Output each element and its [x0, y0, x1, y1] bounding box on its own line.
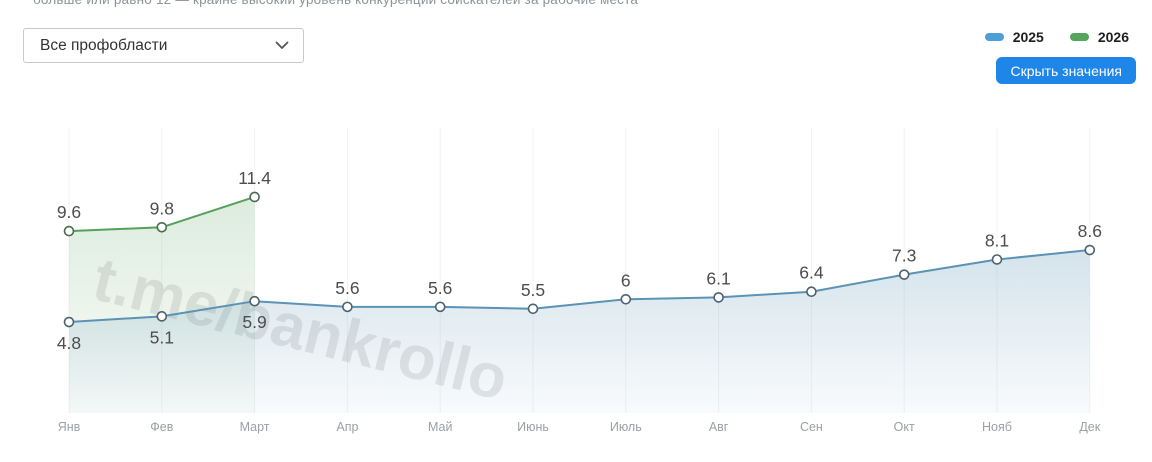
legend-item-2026[interactable]: 2026 [1069, 29, 1129, 45]
legend-swatch-2026 [1069, 33, 1089, 41]
point-2025-Май[interactable] [434, 301, 446, 313]
chart-legend: 2025 2026 [984, 29, 1129, 45]
value-label: 9.8 [150, 198, 174, 218]
point-2025-Дек[interactable] [1084, 244, 1096, 256]
x-axis-label: Сен [800, 420, 823, 434]
x-axis-label: Май [428, 420, 453, 434]
chevron-down-icon [275, 41, 289, 49]
x-axis-label: Фев [150, 420, 173, 434]
profarea-select-value: Все профобласти [40, 36, 168, 54]
value-label: 11.4 [238, 168, 271, 188]
point-2026-Янв[interactable] [63, 225, 75, 237]
value-label: 5.9 [242, 312, 266, 332]
point-2025-Окт[interactable] [898, 269, 910, 280]
x-axis-label: Окт [894, 420, 915, 434]
value-label: 5.1 [150, 327, 174, 347]
value-label: 6 [621, 270, 631, 290]
value-label: 4.8 [57, 333, 81, 353]
line-2025 [68, 249, 1091, 324]
x-axis-label: Июль [610, 420, 642, 434]
legend-label-2025: 2025 [1012, 29, 1044, 45]
value-label: 5.6 [335, 278, 359, 298]
profarea-select[interactable]: Все профобласти [23, 28, 304, 63]
area-2025 [69, 250, 1090, 413]
x-axis-label: Нояб [982, 420, 1012, 434]
point-2026-Фев[interactable] [156, 221, 168, 233]
index-scale-note: больше или равно 12 — крайне высокий уро… [33, 0, 638, 7]
legend-swatch-2025 [984, 33, 1004, 41]
legend-label-2026: 2026 [1097, 29, 1129, 45]
value-label: 6.4 [799, 263, 824, 283]
value-label: 7.3 [892, 246, 916, 266]
point-2025-Фев[interactable] [156, 311, 168, 322]
point-2025-Июль[interactable] [620, 293, 632, 305]
value-label: 9.6 [57, 202, 81, 222]
value-label: 8.6 [1078, 221, 1102, 241]
point-2025-Сен[interactable] [806, 286, 817, 298]
point-2025-Янв[interactable] [63, 316, 75, 328]
point-2025-Март[interactable] [249, 295, 260, 307]
point-2026-Март[interactable] [249, 191, 260, 203]
x-axis-label: Дек [1079, 420, 1100, 434]
point-2025-Нояб[interactable] [991, 254, 1003, 265]
point-2025-Авг[interactable] [713, 292, 724, 303]
x-axis-label: Март [240, 420, 270, 434]
x-axis-label: Авг [709, 420, 729, 434]
value-label: 5.5 [521, 280, 545, 300]
x-axis-label: Янв [58, 420, 81, 434]
x-axis-label: Апр [336, 420, 358, 434]
value-label: 5.6 [428, 278, 452, 298]
value-label: 6.1 [706, 268, 730, 288]
hide-values-button[interactable]: Скрыть значения [996, 57, 1136, 84]
point-2025-Июнь[interactable] [527, 303, 539, 315]
x-axis-label: Июнь [517, 420, 549, 434]
value-label: 8.1 [985, 231, 1009, 251]
point-2025-Апр[interactable] [342, 301, 353, 313]
legend-item-2025[interactable]: 2025 [984, 29, 1044, 45]
